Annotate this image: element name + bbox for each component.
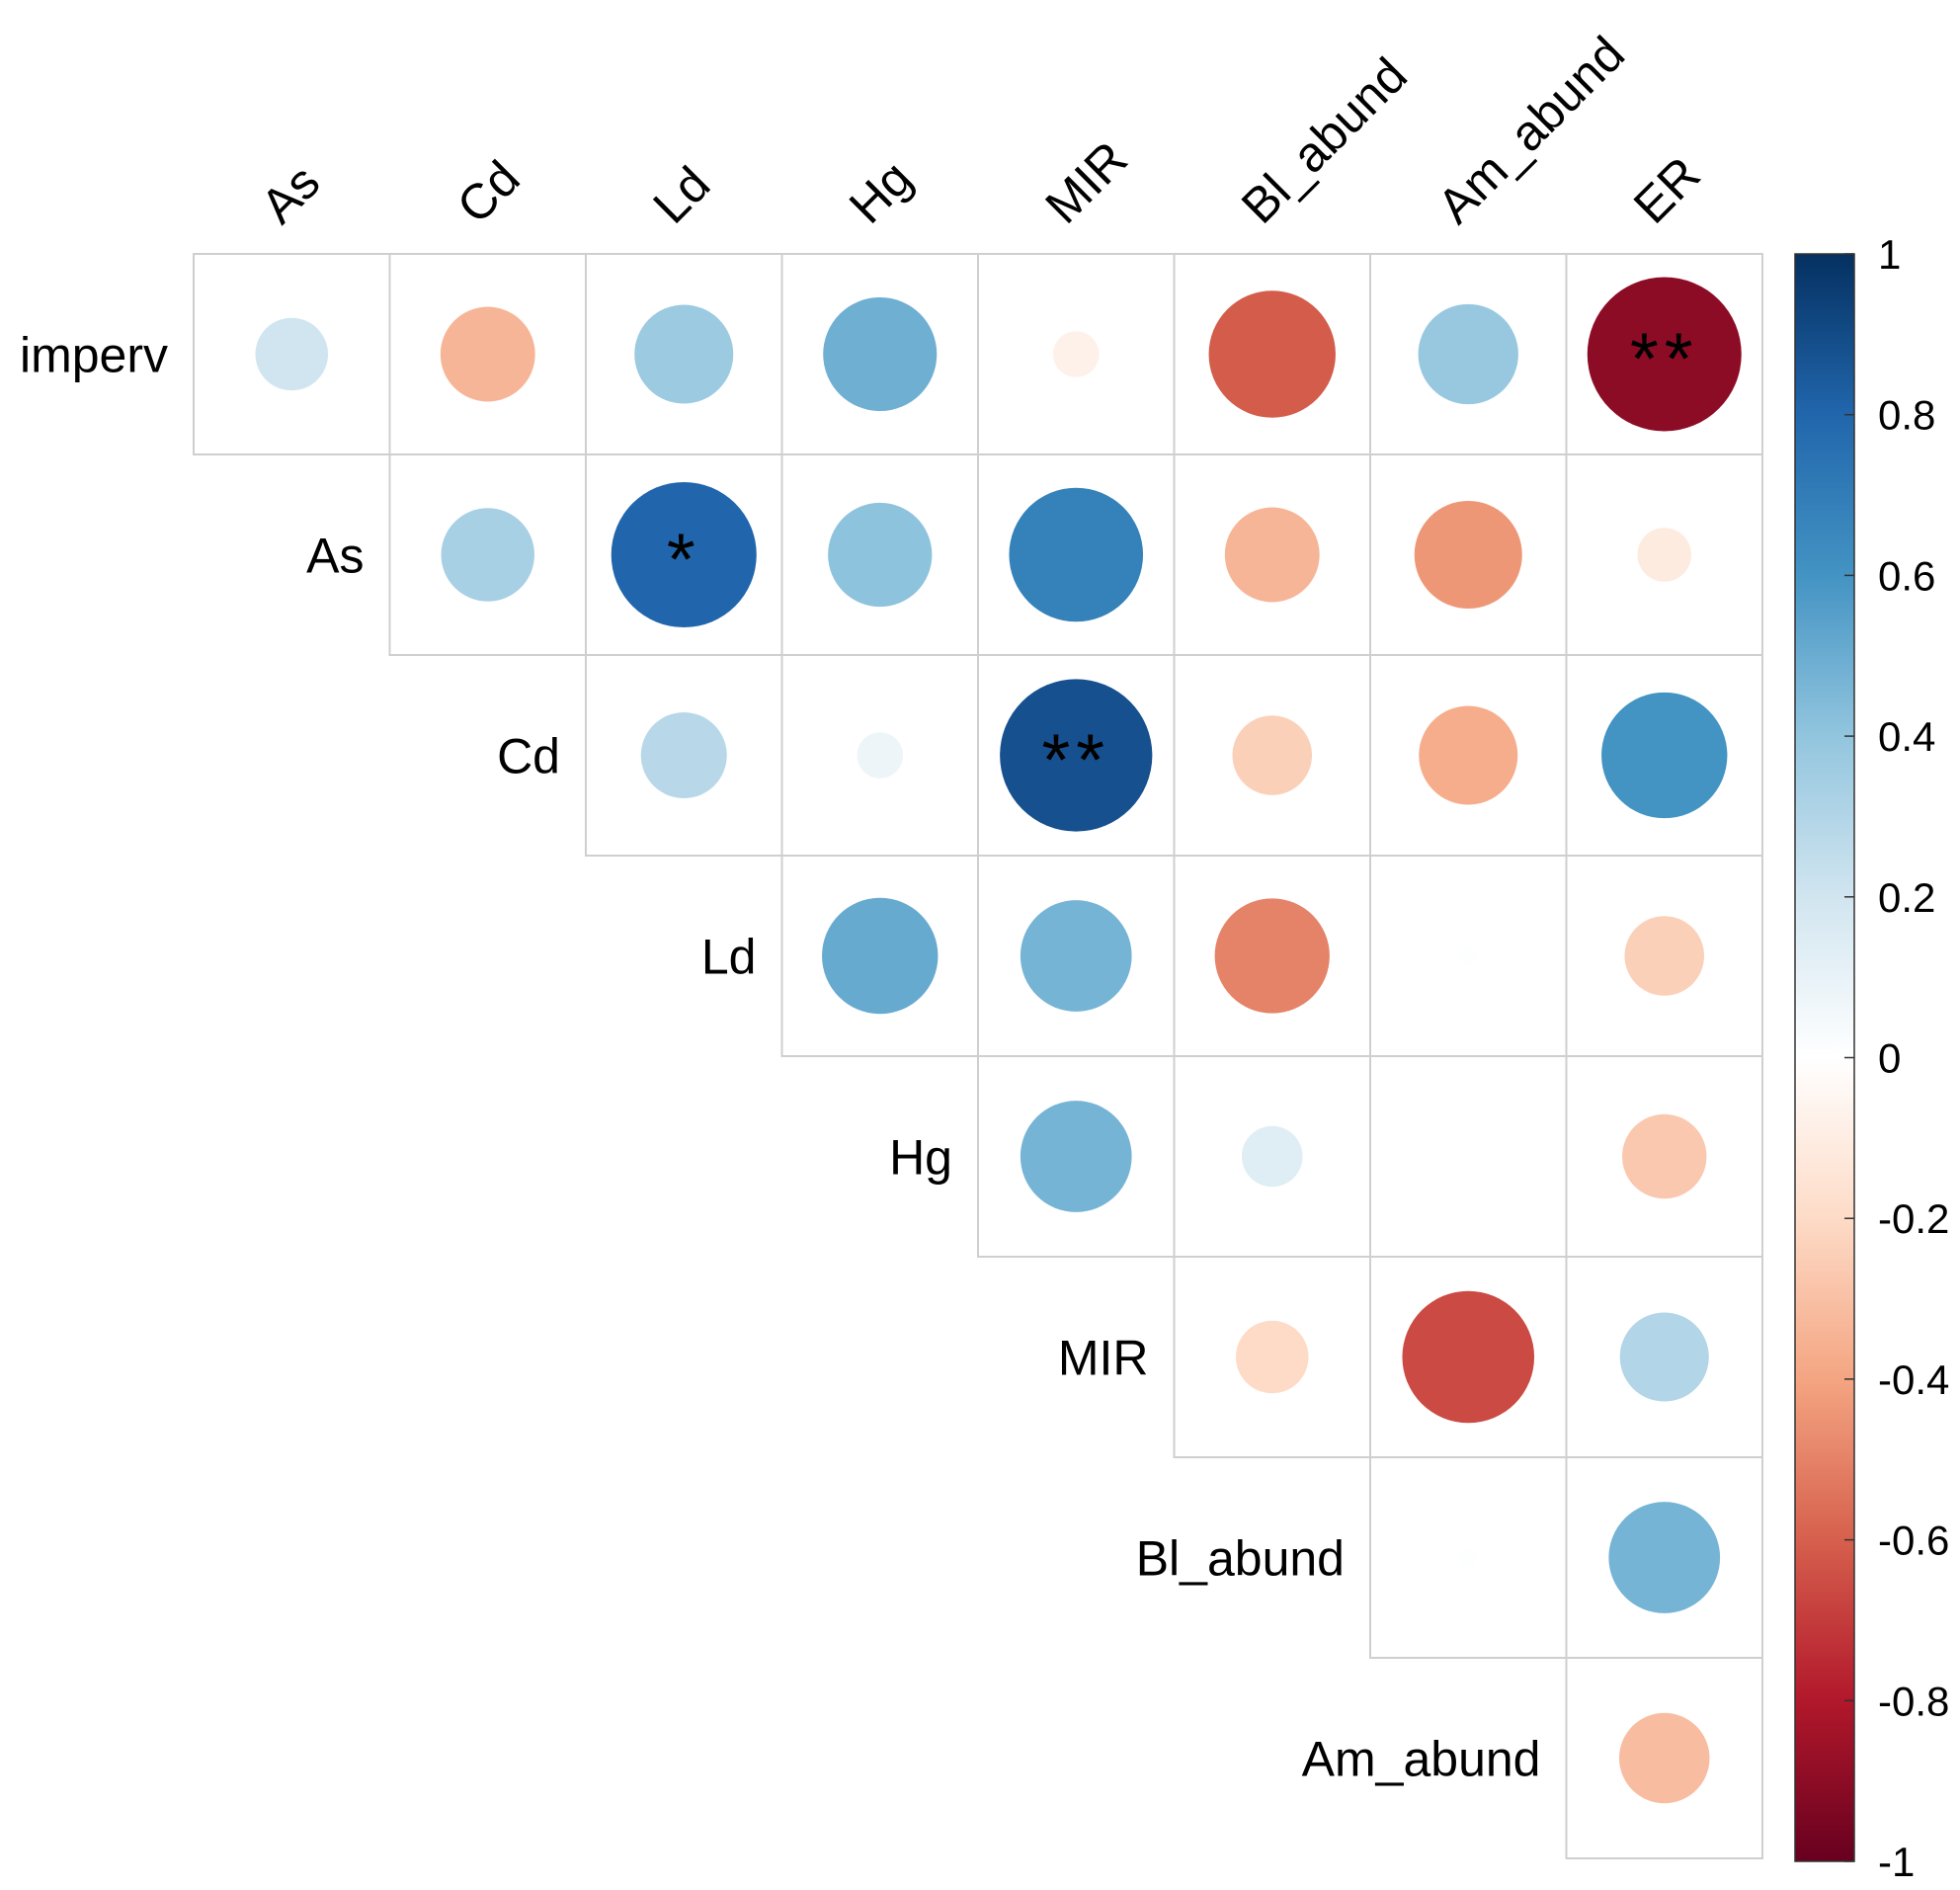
corr-circle-imperv-As — [255, 317, 329, 391]
corr-circle-imperv-MIR — [1052, 331, 1100, 377]
row-label-Bl_abund: Bl_abund — [1136, 1531, 1345, 1587]
corr-circle-Ld-Hg — [822, 897, 939, 1015]
corr-circle-imperv-Cd — [440, 306, 535, 402]
corr-circle-Cd-Ld — [640, 711, 727, 799]
row-label-Hg: Hg — [889, 1130, 952, 1186]
row-label-As: As — [306, 529, 364, 584]
corr-circle-MIR-Bl_abund — [1235, 1320, 1309, 1394]
correlation-circles: ***** — [255, 277, 1742, 1804]
corr-circle-Am_abund-ER — [1618, 1712, 1710, 1804]
corr-circle-Cd-Bl_abund — [1232, 715, 1313, 795]
colorbar-tick-label: -0.2 — [1878, 1195, 1949, 1242]
row-label-Am_abund: Am_abund — [1302, 1732, 1541, 1787]
corr-circle-Cd-Hg — [857, 732, 904, 779]
corr-circle-imperv-Hg — [823, 296, 938, 412]
row-label-imperv: imperv — [20, 328, 168, 383]
col-label-Ld: Ld — [642, 156, 720, 234]
colorbar-tick-label: 0 — [1878, 1035, 1901, 1082]
corr-circle-As-Am_abund — [1414, 500, 1522, 610]
colorbar-tick-label: -0.4 — [1878, 1356, 1949, 1403]
corr-circle-As-MIR — [1009, 487, 1144, 622]
colorbar: 1 0.8 0.6 0.4 0.2 0 -0.2 -0.4 -0.6 -0.8 -1 — [1794, 231, 1949, 1885]
colorbar-tick-label: -1 — [1878, 1839, 1915, 1885]
corr-circle-Cd-Am_abund — [1419, 705, 1518, 805]
corr-circle-Ld-Am_abund — [1460, 947, 1477, 964]
corr-circle-imperv-Bl_abund — [1208, 290, 1336, 418]
colorbar-tick-label: 0.8 — [1878, 392, 1935, 439]
significance-label: * — [667, 519, 701, 601]
col-label-Hg: Hg — [839, 150, 923, 234]
col-label-Cd: Cd — [447, 150, 531, 234]
colorbar-tick-label: 0.6 — [1878, 552, 1935, 599]
grid-cell — [1369, 1055, 1568, 1258]
colorbar-tick-label: 0.2 — [1878, 874, 1935, 921]
grid — [193, 253, 1763, 1859]
corr-circle-As-ER — [1637, 528, 1692, 582]
corr-circle-As-Cd — [441, 508, 534, 602]
corr-circle-MIR-ER — [1619, 1312, 1709, 1402]
col-label-As: As — [250, 154, 330, 234]
corr-circle-As-Hg — [828, 502, 933, 608]
colorbar-tick-label: 0.4 — [1878, 713, 1935, 760]
corr-circle-Ld-Bl_abund — [1214, 898, 1330, 1014]
corr-circle-Bl_abund-ER — [1608, 1502, 1721, 1613]
colorbar-tick-label: -0.8 — [1878, 1678, 1949, 1724]
corr-circle-Hg-Bl_abund — [1241, 1125, 1303, 1188]
significance-label: ** — [1041, 719, 1110, 801]
corr-circle-Bl_abund-Am_abund — [1460, 1549, 1477, 1566]
row-label-MIR: MIR — [1058, 1331, 1149, 1386]
corr-circle-As-Bl_abund — [1224, 507, 1320, 603]
corr-circle-imperv-ER — [1587, 277, 1742, 432]
corr-circle-Hg-ER — [1622, 1113, 1707, 1199]
corr-circle-As-Ld — [611, 481, 757, 628]
corr-circle-imperv-Am_abund — [1418, 303, 1518, 405]
col-label-MIR: MIR — [1034, 130, 1137, 233]
colorbar-tick-label: -0.6 — [1878, 1518, 1949, 1564]
colorbar-tick-label: 1 — [1878, 231, 1901, 278]
significance-label: ** — [1630, 318, 1699, 400]
row-label-Cd: Cd — [497, 729, 560, 784]
row-label-Ld: Ld — [701, 930, 757, 985]
col-label-Am_abund: Am_abund — [1427, 26, 1635, 234]
col-label-ER: ER — [1623, 146, 1711, 234]
col-label-Bl_abund: Bl_abund — [1231, 47, 1418, 234]
row-labels: imperv As Cd Ld Hg MIR Bl_abund Am_abund — [20, 328, 1541, 1787]
corr-circle-Cd-ER — [1601, 692, 1728, 819]
corr-circle-Ld-ER — [1624, 916, 1705, 996]
corr-circle-Cd-MIR — [1000, 679, 1153, 832]
corr-circle-Hg-MIR — [1020, 1101, 1132, 1212]
corr-circle-Ld-MIR — [1020, 900, 1132, 1012]
grid-cell — [1565, 1657, 1763, 1859]
corr-circle-MIR-Am_abund — [1402, 1290, 1535, 1424]
corr-circle-imperv-Ld — [634, 304, 734, 404]
